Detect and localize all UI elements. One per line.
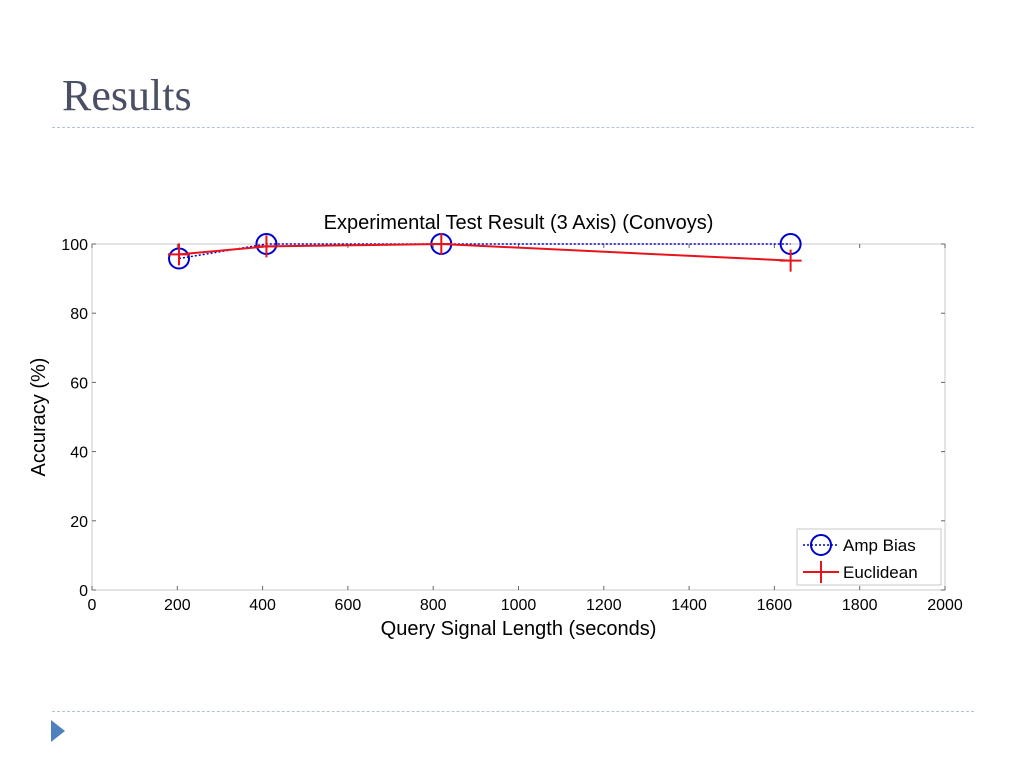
slide-title: Results bbox=[62, 71, 192, 120]
legend-marker-0 bbox=[810, 534, 832, 556]
x-tick-label: 0 bbox=[88, 597, 97, 614]
x-tick-label: 1200 bbox=[586, 597, 622, 614]
y-tick-label: 100 bbox=[61, 237, 88, 254]
x-tick-label: 400 bbox=[249, 597, 276, 614]
y-tick-label: 20 bbox=[70, 514, 88, 531]
x-tick-label: 1000 bbox=[501, 597, 537, 614]
y-tick-label: 40 bbox=[70, 445, 88, 462]
legend-label: Amp Bias bbox=[843, 536, 916, 555]
y-axis-label: Accuracy (%) bbox=[28, 358, 50, 477]
x-tick-label: 600 bbox=[335, 597, 362, 614]
y-tick-label: 80 bbox=[70, 306, 88, 323]
triangle-bullet-icon bbox=[51, 720, 65, 742]
x-tick-label: 1800 bbox=[842, 597, 878, 614]
legend-label: Euclidean bbox=[843, 563, 918, 582]
x-axis-label: Query Signal Length (seconds) bbox=[381, 618, 657, 640]
data-point-1 bbox=[255, 235, 278, 258]
title-divider bbox=[52, 127, 974, 128]
y-tick-label: 0 bbox=[79, 583, 88, 600]
x-tick-label: 200 bbox=[164, 597, 191, 614]
x-tick-label: 1600 bbox=[757, 597, 793, 614]
chart-title: Experimental Test Result (3 Axis) (Convo… bbox=[324, 212, 714, 234]
x-tick-label: 800 bbox=[420, 597, 447, 614]
footer-divider bbox=[52, 711, 974, 712]
x-tick-label: 1400 bbox=[671, 597, 707, 614]
legend-marker-1 bbox=[810, 561, 832, 583]
data-point-1 bbox=[168, 243, 191, 266]
series-line-1 bbox=[178, 242, 791, 262]
x-tick-label: 2000 bbox=[927, 597, 963, 614]
data-point-1 bbox=[779, 249, 802, 272]
y-tick-label: 60 bbox=[70, 375, 88, 392]
data-point-1 bbox=[430, 233, 453, 255]
